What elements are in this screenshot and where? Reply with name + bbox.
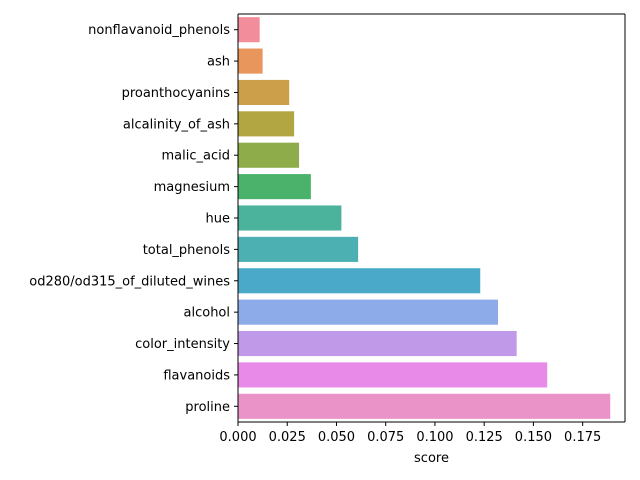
y-tick-label: flavanoids bbox=[163, 368, 230, 383]
y-tick-label: malic_acid bbox=[162, 149, 230, 164]
x-tick-label: 0.000 bbox=[219, 430, 256, 445]
bar-total-phenols bbox=[238, 236, 359, 262]
bar-ash bbox=[238, 48, 263, 74]
x-axis-title: score bbox=[414, 451, 449, 466]
bar-alcohol bbox=[238, 299, 498, 325]
y-tick-label: proline bbox=[185, 400, 230, 415]
bar-magnesium bbox=[238, 174, 311, 200]
bar-flavanoids bbox=[238, 362, 548, 388]
y-tick-label: total_phenols bbox=[143, 243, 231, 258]
x-tick-label: 0.175 bbox=[564, 430, 601, 445]
x-tick-label: 0.125 bbox=[466, 430, 503, 445]
bar-hue bbox=[238, 205, 342, 231]
y-tick-label: alcalinity_of_ash bbox=[123, 117, 230, 132]
bar-proanthocyanins bbox=[238, 79, 290, 106]
x-tick-label: 0.075 bbox=[367, 430, 404, 445]
x-tick-label: 0.050 bbox=[318, 430, 355, 445]
y-tick-label: magnesium bbox=[154, 180, 230, 195]
bar-od280-od315-of-diluted-wines bbox=[238, 268, 481, 294]
bar-alcalinity-of-ash bbox=[238, 111, 295, 137]
y-tick-label: nonflavanoid_phenols bbox=[88, 23, 230, 38]
bar-malic-acid bbox=[238, 142, 300, 168]
bar-color-intensity bbox=[238, 330, 517, 357]
y-tick-label: od280/od315_of_diluted_wines bbox=[29, 274, 230, 289]
x-axis-ticks: 0.000 0.025 0.050 0.075 0.100 0.125 0.150 0.175 bbox=[219, 422, 601, 445]
y-tick-label: color_intensity bbox=[135, 337, 230, 352]
y-tick-label: alcohol bbox=[184, 306, 230, 321]
bar-proline bbox=[238, 393, 611, 419]
x-tick-label: 0.100 bbox=[416, 430, 453, 445]
x-tick-label: 0.150 bbox=[515, 430, 552, 445]
x-tick-label: 0.025 bbox=[269, 430, 306, 445]
y-tick-label: ash bbox=[207, 55, 230, 70]
bars-group bbox=[238, 17, 611, 419]
y-tick-label: proanthocyanins bbox=[122, 86, 231, 101]
bar-nonflavanoid-phenols bbox=[238, 17, 260, 43]
y-tick-label: hue bbox=[206, 212, 230, 227]
